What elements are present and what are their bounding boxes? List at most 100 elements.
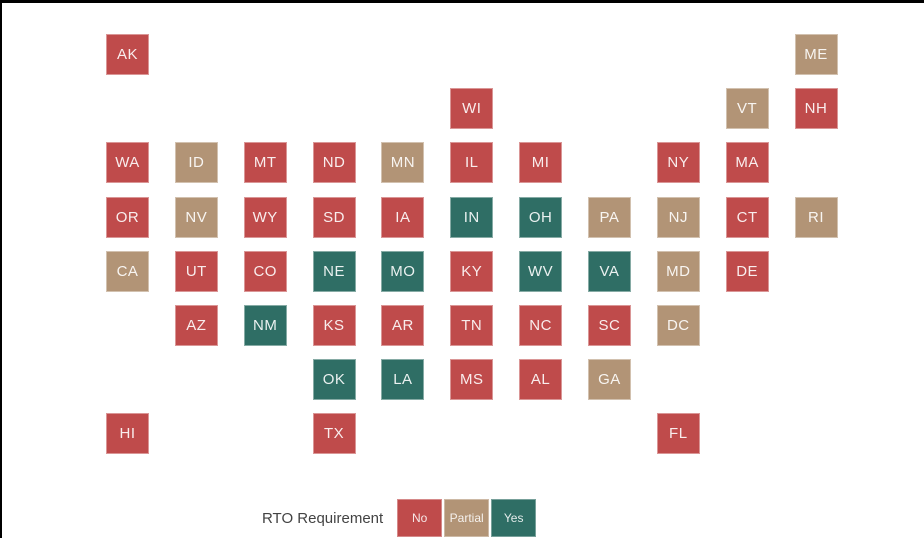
state-tile-label: MT [253,154,277,172]
legend-swatch-no[interactable]: No [397,499,443,537]
state-tile-ks[interactable]: KS [312,305,356,346]
state-tile-label: OR [115,208,140,226]
state-tile-label: ND [322,154,346,172]
state-tile-label: WI [462,100,482,118]
state-tile-mn[interactable]: MN [381,142,425,184]
state-tile-label: AK [116,46,138,63]
state-tile-label: NE [323,262,345,280]
state-tile-ar[interactable]: AR [381,305,425,346]
state-tile-label: IA [395,208,411,226]
state-tile-ca[interactable]: CA [106,250,149,292]
state-tile-hi[interactable]: HI [106,413,149,455]
state-tile-ak[interactable]: AK [106,34,149,75]
state-tile-label: PA [599,208,620,226]
state-tile-label: FL [669,425,688,443]
state-tile-me[interactable]: ME [794,34,838,75]
legend-swatch-partial[interactable]: Partial [444,499,490,537]
state-tile-label: MS [460,371,484,389]
us-state-tile-map: AK ME WI VT NH WA ID MT ND MN IL MI NY MA OR NV WY SD IA IN… [106,34,838,455]
state-tile-label: HI [119,425,136,443]
state-tile-label: OK [322,371,346,389]
state-tile-nv[interactable]: NV [174,196,218,238]
state-tile-nm[interactable]: NM [243,305,287,346]
legend-swatch-label: Yes [503,511,524,525]
state-tile-or[interactable]: OR [106,196,149,238]
state-tile-label: LA [393,371,413,389]
legend-swatches: No Partial Yes [397,499,537,537]
state-tile-label: CT [736,208,758,226]
state-tile-id[interactable]: ID [174,142,218,184]
window-border-left [0,0,2,538]
state-tile-label: NJ [668,208,688,226]
state-tile-fl[interactable]: FL [656,413,700,455]
state-tile-wi[interactable]: WI [450,88,494,130]
state-tile-wa[interactable]: WA [106,142,149,184]
state-tile-ia[interactable]: IA [381,196,425,238]
state-tile-al[interactable]: AL [519,359,563,401]
state-tile-ne[interactable]: NE [312,250,356,292]
state-tile-ga[interactable]: GA [587,359,631,401]
state-tile-il[interactable]: IL [450,142,494,184]
state-tile-label: CA [116,262,139,280]
state-tile-tx[interactable]: TX [312,413,356,455]
state-tile-la[interactable]: LA [381,359,425,401]
state-tile-label: WY [252,208,278,226]
legend-swatch-label: No [412,511,428,525]
state-tile-nc[interactable]: NC [519,305,563,346]
state-tile-label: AL [530,371,551,389]
state-tile-ct[interactable]: CT [725,196,769,238]
state-tile-label: NM [253,317,278,334]
state-tile-wy[interactable]: WY [243,196,287,238]
state-tile-label: SC [598,317,621,334]
state-tile-label: ME [804,46,828,63]
state-tile-label: MI [531,154,550,172]
state-tile-mt[interactable]: MT [243,142,287,184]
state-tile-ny[interactable]: NY [656,142,700,184]
state-tile-az[interactable]: AZ [174,305,218,346]
state-tile-label: NC [529,317,552,334]
state-tile-label: IL [464,154,479,172]
state-tile-label: WV [528,262,554,280]
state-tile-vt[interactable]: VT [725,88,769,130]
state-tile-ok[interactable]: OK [312,359,356,401]
state-tile-sd[interactable]: SD [312,196,356,238]
state-tile-mi[interactable]: MI [519,142,563,184]
state-tile-label: NY [667,154,690,172]
state-tile-wv[interactable]: WV [519,250,563,292]
state-tile-mo[interactable]: MO [381,250,425,292]
state-tile-ky[interactable]: KY [450,250,494,292]
state-tile-label: DE [736,262,759,280]
state-tile-label: RI [808,208,824,226]
state-tile-label: IN [463,208,480,226]
state-tile-in[interactable]: IN [450,196,494,238]
state-tile-nd[interactable]: ND [312,142,356,184]
state-tile-label: ID [188,154,205,172]
state-tile-label: GA [598,371,621,389]
state-tile-tn[interactable]: TN [450,305,494,346]
state-tile-label: WA [115,154,140,172]
state-tile-label: NV [185,208,208,226]
state-tile-md[interactable]: MD [656,250,700,292]
state-tile-va[interactable]: VA [587,250,631,292]
state-tile-label: VT [737,100,758,118]
state-tile-pa[interactable]: PA [587,196,631,238]
state-tile-label: SD [323,208,345,226]
state-tile-nj[interactable]: NJ [656,196,700,238]
state-tile-ut[interactable]: UT [174,250,218,292]
state-tile-co[interactable]: CO [243,250,287,292]
legend-swatch-yes[interactable]: Yes [491,499,537,537]
state-tile-label: TN [461,317,483,334]
state-tile-nh[interactable]: NH [794,88,838,130]
state-tile-ri[interactable]: RI [794,196,838,238]
state-tile-label: TX [323,425,345,443]
state-tile-oh[interactable]: OH [519,196,563,238]
state-tile-label: MA [735,154,759,172]
state-tile-ms[interactable]: MS [450,359,494,401]
state-tile-dc[interactable]: DC [656,305,700,346]
state-tile-ma[interactable]: MA [725,142,769,184]
state-tile-sc[interactable]: SC [587,305,631,346]
state-tile-de[interactable]: DE [725,250,769,292]
state-tile-label: DC [666,317,690,334]
state-tile-label: MN [390,154,416,172]
